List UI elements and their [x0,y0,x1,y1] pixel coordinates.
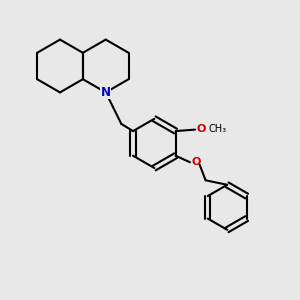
Text: CH₃: CH₃ [208,124,226,134]
Text: O: O [191,157,201,167]
Text: N: N [101,86,111,99]
Text: O: O [196,124,206,134]
